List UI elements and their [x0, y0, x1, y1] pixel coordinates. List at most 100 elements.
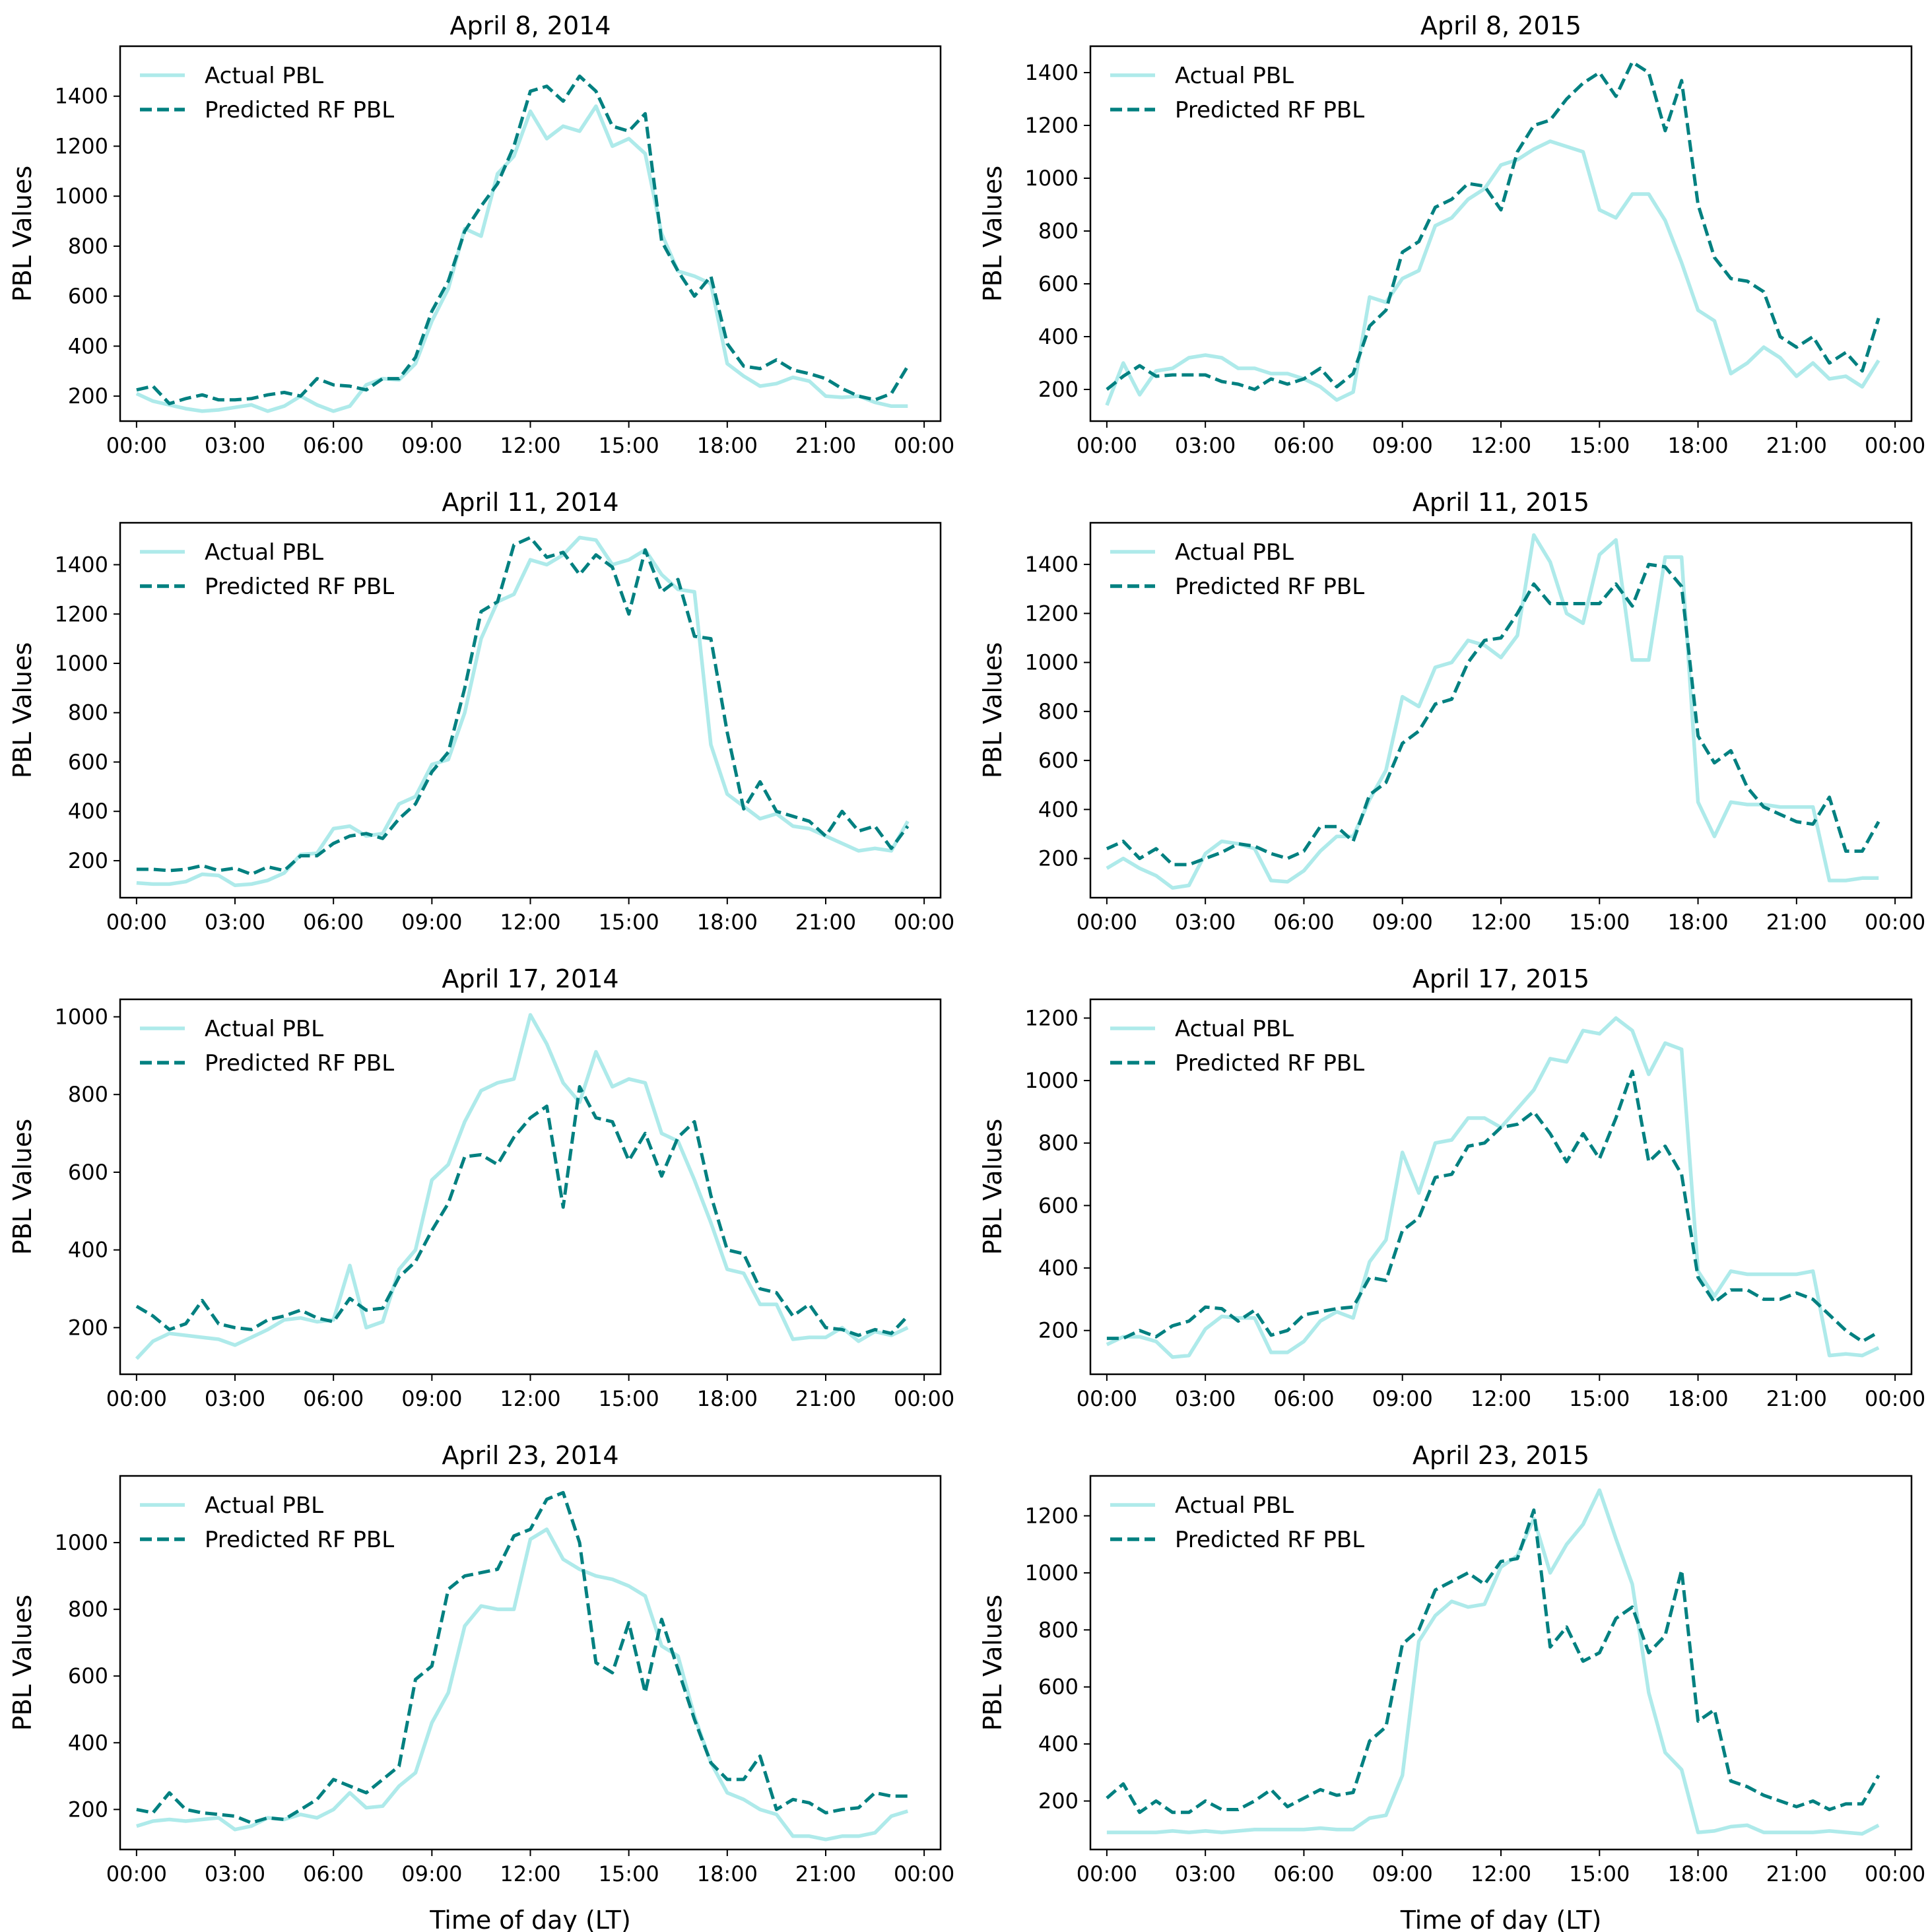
x-tick-label: 18:00: [1667, 1386, 1728, 1411]
x-tick-label: 21:00: [1766, 910, 1827, 935]
y-tick-label: 400: [68, 333, 108, 358]
x-tick-label: 06:00: [1273, 1386, 1334, 1411]
plot-frame: [1089, 998, 1913, 1376]
x-tick-label: 15:00: [599, 910, 659, 935]
y-tick-label: 1200: [1025, 601, 1079, 626]
y-tick-label: 800: [1038, 699, 1079, 724]
y-tick-label: 600: [1038, 271, 1079, 296]
plot-frame: [1089, 521, 1913, 899]
y-tick-label: 600: [1038, 1193, 1079, 1218]
x-axis-label: Time of day (LT): [429, 1906, 631, 1932]
x-tick-label: 03:00: [1175, 1861, 1236, 1886]
y-tick-label: 400: [1038, 1731, 1079, 1756]
actual-pbl-line: [1105, 139, 1880, 406]
actual-pbl-line: [136, 1527, 909, 1842]
legend-label: Actual PBL: [1175, 539, 1294, 566]
predicted-pbl-line: [1106, 1069, 1880, 1343]
y-axis-label: PBL Values: [8, 1119, 37, 1255]
predicted-pbl-line: [1106, 1508, 1880, 1815]
x-tick-label: 15:00: [1569, 1386, 1630, 1411]
legend: Actual PBL Predicted RF PBL: [1110, 539, 1364, 600]
y-tick-label: 600: [68, 284, 108, 309]
x-tick-label: 12:00: [500, 910, 560, 935]
x-tick-label: 09:00: [1372, 1386, 1433, 1411]
x-tick-label: 06:00: [1273, 910, 1334, 935]
legend: Actual PBL Predicted RF PBL: [140, 63, 394, 123]
x-tick-label: 00:00: [1865, 1861, 1925, 1886]
legend-label: Predicted RF PBL: [205, 1527, 394, 1553]
legend: Actual PBL Predicted RF PBL: [140, 1492, 394, 1553]
x-tick-label: 03:00: [205, 433, 265, 458]
x-tick-label: 18:00: [697, 1861, 758, 1886]
y-tick-label: 1000: [55, 1530, 108, 1555]
y-tick-label: 400: [68, 1730, 108, 1755]
x-tick-label: 21:00: [795, 433, 856, 458]
legend-label: Predicted RF PBL: [1175, 574, 1364, 600]
x-tick-label: 12:00: [1471, 1861, 1531, 1886]
y-tick-label: 1000: [55, 1004, 108, 1029]
x-tick-label: 00:00: [106, 433, 167, 458]
chart-title: April 11, 2015: [1413, 488, 1589, 517]
x-tick-label: 15:00: [599, 433, 659, 458]
x-tick-label: 18:00: [697, 1386, 758, 1411]
chart-title: April 8, 2014: [450, 11, 611, 40]
x-tick-label: 21:00: [1766, 1386, 1827, 1411]
y-tick-label: 1400: [55, 84, 108, 109]
x-tick-label: 12:00: [1471, 910, 1531, 935]
chart-panel-4: April 11, 2015 PBL Values 00:00 03:00 06:00 0…: [978, 488, 1925, 935]
x-tick-label: 03:00: [1175, 910, 1236, 935]
y-tick-label: 200: [1038, 1318, 1079, 1343]
y-tick-label: 1000: [1025, 166, 1079, 191]
legend-label: Predicted RF PBL: [205, 97, 394, 123]
legend-label: Predicted RF PBL: [205, 574, 394, 600]
plot-frame: [1089, 1475, 1913, 1851]
x-tick-label: 00:00: [1077, 433, 1137, 458]
y-axis-label: PBL Values: [978, 642, 1007, 778]
y-tick-label: 200: [1038, 377, 1079, 402]
chart-title: April 11, 2014: [442, 488, 618, 517]
x-tick-label: 15:00: [599, 1386, 659, 1411]
x-tick-label: 15:00: [599, 1861, 659, 1886]
legend: Actual PBL Predicted RF PBL: [1110, 1016, 1364, 1077]
chart-title: April 17, 2015: [1413, 964, 1589, 993]
x-tick-label: 18:00: [1667, 1861, 1728, 1886]
x-tick-label: 06:00: [1273, 433, 1334, 458]
plot-frame: [119, 998, 942, 1376]
chart-title: April 8, 2015: [1420, 11, 1581, 40]
y-tick-label: 200: [1038, 846, 1079, 871]
y-tick-label: 800: [1038, 1617, 1079, 1642]
legend-label: Actual PBL: [205, 63, 323, 89]
y-tick-label: 600: [68, 749, 108, 774]
x-tick-label: 12:00: [500, 1386, 560, 1411]
chart-panel-6: April 17, 2015 PBL Values 00:00 03:00 06:00 0…: [978, 964, 1925, 1411]
legend: Actual PBL Predicted RF PBL: [1110, 1492, 1364, 1553]
predicted-pbl-line: [135, 1084, 910, 1337]
y-tick-label: 400: [1038, 324, 1079, 349]
y-axis-label: PBL Values: [978, 1119, 1007, 1255]
actual-pbl-line: [1106, 533, 1879, 890]
y-tick-label: 800: [68, 1082, 108, 1107]
x-tick-label: 21:00: [795, 1386, 856, 1411]
x-tick-label: 15:00: [1569, 433, 1630, 458]
chart-panel-5: April 17, 2014 PBL Values 00:00 03:00 06:00 0…: [8, 964, 954, 1411]
x-axis-label: Time of day (LT): [1400, 1906, 1602, 1932]
x-tick-label: 18:00: [697, 910, 758, 935]
y-tick-label: 1000: [1025, 1068, 1079, 1093]
legend: Actual PBL Predicted RF PBL: [1110, 63, 1364, 123]
x-tick-label: 21:00: [795, 910, 856, 935]
chart-panel-8: April 23, 2015 PBL Values Time of day (LT)…: [978, 1441, 1925, 1932]
y-tick-label: 1000: [55, 651, 108, 676]
x-tick-label: 00:00: [1077, 1861, 1137, 1886]
y-tick-label: 1400: [55, 552, 108, 578]
y-tick-label: 600: [68, 1663, 108, 1688]
y-axis-label: PBL Values: [978, 166, 1007, 302]
predicted-pbl-line: [136, 535, 910, 876]
y-tick-label: 800: [1038, 1131, 1079, 1156]
legend-label: Actual PBL: [205, 1016, 323, 1042]
x-tick-label: 06:00: [303, 433, 364, 458]
legend-label: Actual PBL: [1175, 1016, 1294, 1042]
chart-title: April 23, 2015: [1413, 1441, 1589, 1470]
y-tick-label: 800: [68, 700, 108, 725]
x-tick-label: 12:00: [500, 1861, 560, 1886]
